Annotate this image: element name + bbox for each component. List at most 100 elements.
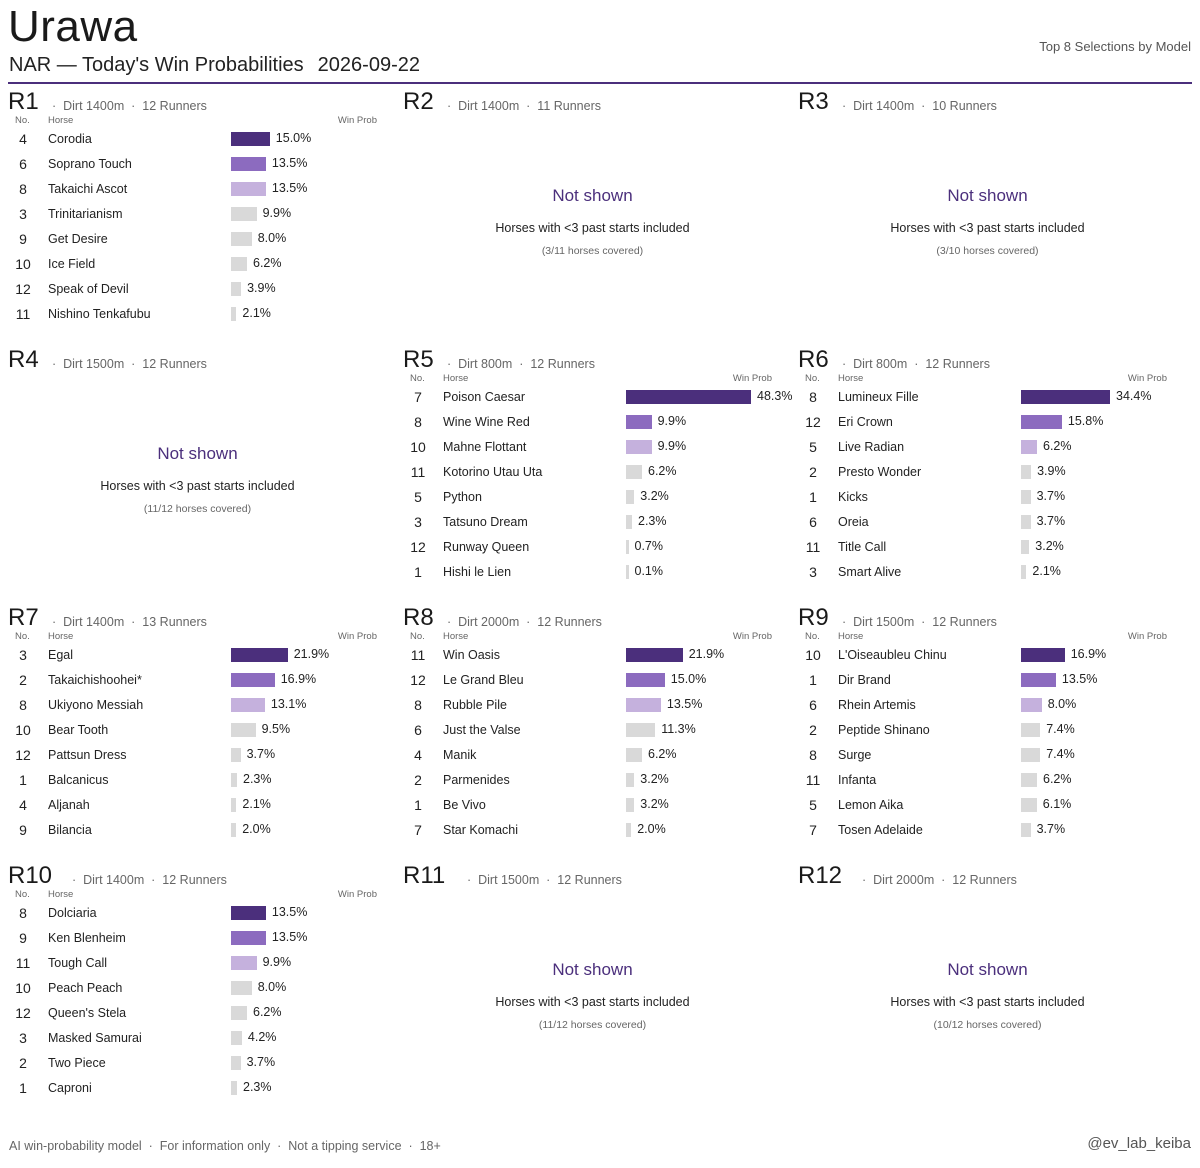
horse-number: 2 (19, 672, 27, 688)
horse-number: 12 (410, 672, 426, 688)
race-number: R12 (798, 862, 843, 889)
runner-row: 12 Eri Crown 15.8% (790, 410, 1185, 435)
win-prob-bar (626, 823, 632, 837)
horse-number: 10 (15, 722, 31, 738)
horse-number: 8 (809, 747, 817, 763)
win-prob-label: 8.0% (257, 980, 287, 994)
win-prob-bar (626, 515, 632, 529)
runner-row: 10 L'Oiseaubleu Chinu 16.9% (790, 643, 1185, 668)
race-meta: · Dirt 1500m · 12 Runners (52, 357, 207, 371)
horse-number: 8 (19, 181, 27, 197)
runner-row: 10 Peach Peach 8.0% (0, 976, 395, 1001)
win-prob-label: 2.3% (243, 772, 272, 786)
selection-note: Top 8 Selections by Model (1039, 39, 1191, 54)
runner-row: 11 Nishino Tenkafubu 2.1% (0, 302, 395, 327)
win-prob-bar (231, 207, 257, 221)
win-prob-bar (231, 723, 256, 737)
win-prob-bar (626, 673, 665, 687)
horse-name: Lemon Aika (838, 798, 904, 812)
col-header-no: No. (805, 631, 820, 642)
runner-row: 8 Surge 7.4% (790, 743, 1185, 768)
horse-name: Balcanicus (48, 773, 109, 787)
horse-name: L'Oiseaubleu Chinu (838, 648, 947, 662)
runner-row: 1 Dir Brand 13.5% (790, 668, 1185, 693)
col-header-no: No. (410, 631, 425, 642)
horse-name: Bilancia (48, 823, 92, 837)
win-prob-label: 6.2% (253, 256, 282, 270)
horse-name: Oreia (838, 515, 869, 529)
footer-disclaimer: AI win-probability model · For informati… (9, 1139, 441, 1153)
win-prob-label: 2.1% (242, 797, 271, 811)
race-number: R6 (798, 346, 829, 373)
race-date: 2026-09-22 (317, 54, 420, 76)
win-prob-label: 21.9% (293, 647, 330, 661)
win-prob-bar (626, 773, 635, 787)
horse-number: 6 (809, 514, 817, 530)
horse-number: 5 (809, 439, 817, 455)
win-prob-label: 3.2% (640, 489, 669, 503)
race-meta: · Dirt 2000m · 12 Runners (862, 873, 1017, 887)
horse-name: Infanta (838, 773, 877, 787)
runner-row: 6 Soprano Touch 13.5% (0, 152, 395, 177)
horse-name: Caproni (48, 1081, 92, 1095)
win-prob-label: 8.0% (1047, 697, 1077, 711)
horse-number: 5 (414, 489, 422, 505)
runner-row: 5 Lemon Aika 6.1% (790, 793, 1185, 818)
horse-number: 10 (805, 647, 821, 663)
col-header-horse: Horse (48, 115, 74, 126)
horse-number: 6 (809, 697, 817, 713)
horse-number: 12 (15, 281, 31, 297)
win-prob-label: 2.1% (242, 306, 271, 320)
horse-number: 2 (809, 464, 817, 480)
race-meta: · Dirt 1400m · 12 Runners (72, 873, 227, 887)
col-header-prob: Win Prob (337, 631, 377, 642)
coverage-note: (10/12 horses covered) (933, 1019, 1042, 1031)
horse-number: 2 (19, 1055, 27, 1071)
race-panel-r5: R5 · Dirt 800m · 12 Runners No. Horse Win Pr… (395, 342, 792, 600)
horse-name: Dir Brand (838, 673, 891, 687)
horse-number: 4 (19, 131, 27, 147)
win-prob-label: 3.7% (246, 747, 276, 761)
win-prob-bar (626, 698, 661, 712)
horse-number: 7 (414, 389, 422, 405)
win-prob-label: 3.9% (1037, 464, 1066, 478)
win-prob-label: 6.2% (1043, 439, 1072, 453)
horse-name: Dolciaria (48, 906, 97, 920)
horse-number: 11 (15, 306, 31, 322)
win-prob-bar (626, 490, 635, 504)
win-prob-bar (231, 282, 242, 296)
win-prob-label: 2.1% (1032, 564, 1061, 578)
coverage-note: (11/12 horses covered) (538, 1019, 647, 1031)
win-prob-bar (626, 565, 629, 579)
race-panel-r2: R2 · Dirt 1400m · 11 Runners Not shown Hors… (395, 84, 790, 342)
win-prob-bar (231, 906, 266, 920)
horse-name: Nishino Tenkafubu (48, 307, 151, 321)
coverage-note: (11/12 horses covered) (143, 503, 252, 515)
runner-row: 11 Win Oasis 21.9% (395, 643, 790, 668)
race-meta: · Dirt 1400m · 11 Runners (447, 99, 601, 113)
win-prob-label: 7.4% (1046, 747, 1075, 761)
horse-name: Live Radian (838, 440, 905, 454)
runner-row: 7 Poison Caesar 48.3% (395, 385, 792, 410)
runner-row: 7 Tosen Adelaide 3.7% (790, 818, 1185, 843)
not-shown-reason: Horses with <3 past starts included (495, 995, 690, 1009)
race-meta: · Dirt 800m · 12 Runners (842, 357, 990, 371)
horse-number: 3 (19, 1030, 27, 1046)
runner-row: 8 Takaichi Ascot 13.5% (0, 177, 395, 202)
horse-number: 9 (19, 231, 27, 247)
horse-name: Egal (48, 648, 74, 662)
win-prob-label: 6.2% (1043, 772, 1072, 786)
col-header-prob: Win Prob (1127, 373, 1167, 384)
coverage-note: (3/10 horses covered) (936, 245, 1039, 257)
horse-name: Title Call (838, 540, 887, 554)
horse-name: Python (443, 490, 482, 504)
runner-row: 10 Mahne Flottant 9.9% (395, 435, 790, 460)
horse-number: 1 (19, 1080, 27, 1096)
race-panel-r11: R11 · Dirt 1500m · 12 Runners Not shown Hor… (395, 858, 790, 1116)
horse-number: 3 (19, 206, 27, 222)
horse-name: Wine Wine Red (443, 415, 530, 429)
col-header-no: No. (15, 115, 30, 126)
runner-row: 9 Get Desire 8.0% (0, 227, 395, 252)
win-prob-label: 4.2% (247, 1030, 277, 1044)
not-shown-reason: Horses with <3 past starts included (495, 221, 690, 235)
